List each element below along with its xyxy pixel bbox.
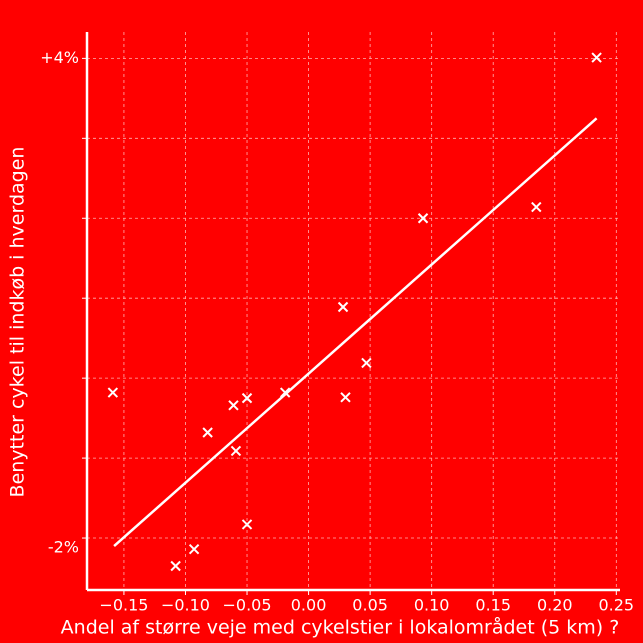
trend-line: [113, 117, 598, 547]
point: [417, 213, 429, 224]
point: [170, 560, 181, 572]
x-axis-title: Andel af større veje med cykelstier i lo…: [61, 616, 620, 639]
x-tick-label: 0.15: [475, 596, 511, 615]
y-tick-label: -2%: [48, 538, 79, 557]
point: [241, 519, 253, 530]
point: [107, 387, 119, 398]
point: [531, 201, 542, 213]
point: [361, 357, 372, 369]
y-axis-title: Benytter cykel til indkøb i hverdagen: [7, 147, 29, 498]
point: [228, 400, 239, 411]
x-tick-label: −0.10: [161, 596, 210, 615]
x-tick-label: 0.20: [537, 596, 573, 615]
point: [337, 301, 349, 313]
point: [188, 544, 200, 555]
point: [591, 52, 602, 63]
point: [202, 427, 213, 438]
point: [230, 445, 242, 457]
x-tick-label: 0.25: [598, 596, 634, 615]
x-tick-label: −0.15: [99, 596, 148, 615]
x-tick-label: 0.10: [414, 596, 450, 615]
x-tick-label: 0.05: [352, 596, 388, 615]
point: [340, 392, 351, 403]
y-tick-label: +4%: [40, 48, 79, 67]
x-tick-label: 0.00: [291, 596, 327, 615]
point: [241, 392, 253, 404]
x-tick-label: −0.05: [223, 596, 272, 615]
